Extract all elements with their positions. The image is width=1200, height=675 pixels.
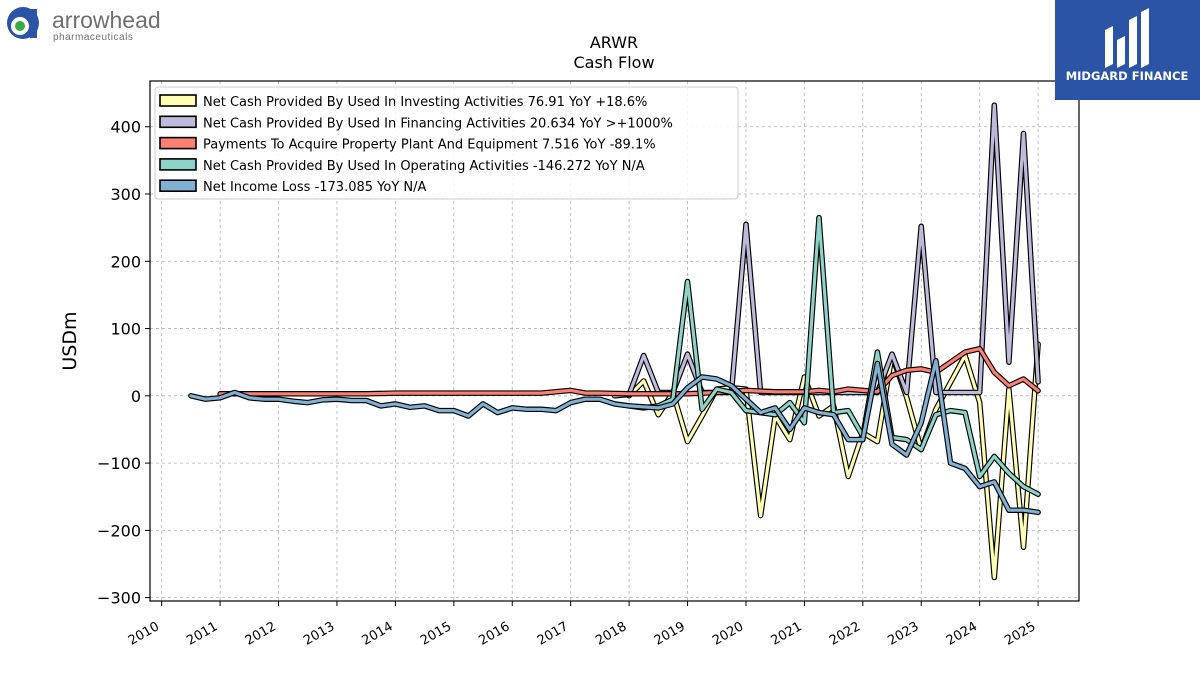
legend-label-operating: Net Cash Provided By Used In Operating A…: [203, 159, 645, 174]
x-tick-label: 2024: [944, 619, 980, 649]
plot-frame: [149, 80, 1080, 602]
x-tick-label: 2021: [769, 619, 805, 649]
y-tick-label: −300: [97, 589, 141, 608]
y-tick-label: −100: [97, 454, 141, 473]
legend-swatch-netincome: [159, 179, 197, 192]
x-tick-label: 2022: [827, 619, 863, 649]
arrowhead-logo: arrowhead pharmaceuticals: [4, 4, 204, 44]
y-axis: −300 −200 −100 0 100 200 300 400: [97, 118, 150, 608]
x-tick-label: 2025: [1002, 619, 1038, 649]
series-line-netincome: [189, 359, 1040, 514]
midgard-logo: MIDGARD FINANCE: [1055, 0, 1200, 100]
y-tick-label: 100: [110, 320, 141, 339]
series-lines: [188, 102, 1041, 581]
y-tick-label: 300: [110, 185, 141, 204]
y-tick-label: 200: [110, 252, 141, 271]
x-tick-label: 2014: [360, 619, 396, 649]
x-tick-label: 2011: [184, 619, 220, 649]
x-tick-label: 2015: [418, 619, 454, 649]
x-tick-label: 2020: [710, 619, 746, 649]
x-tick-label: 2017: [535, 619, 571, 649]
legend-label-netincome: Net Income Loss -173.085 YoY N/A: [203, 180, 426, 195]
legend-label-investing: Net Cash Provided By Used In Investing A…: [203, 95, 647, 110]
legend-label-financing: Net Cash Provided By Used In Financing A…: [203, 116, 673, 131]
y-tick-label: −200: [97, 521, 141, 540]
y-axis-label: USDm: [59, 311, 81, 370]
x-tick-label: 2023: [885, 619, 921, 649]
y-tick-label: 400: [110, 118, 141, 137]
legend-label-capex: Payments To Acquire Property Plant And E…: [203, 138, 656, 153]
brand-sub: pharmaceuticals: [53, 32, 133, 43]
x-tick-label: 2019: [652, 619, 688, 649]
legend-box: [154, 86, 739, 200]
chart-title: ARWR: [590, 33, 638, 52]
x-tick-label: 2010: [126, 619, 162, 649]
legend-swatch-investing: [159, 94, 197, 107]
legend-swatch-capex: [159, 136, 197, 150]
legend-swatch-financing: [159, 115, 197, 129]
midgard-logo-icon: MIDGARD FINANCE: [1066, 8, 1189, 83]
x-axis: 2010 2011 2012 2013 2014 2015 2016 2017 2018 2019…: [126, 601, 1039, 649]
x-tick-label: 2013: [301, 619, 337, 649]
x-tick-label: 2012: [243, 619, 279, 649]
x-tick-label: 2016: [476, 619, 512, 649]
legend: Net Cash Provided By Used In Investing A…: [154, 86, 739, 200]
chart-subtitle: Cash Flow: [573, 53, 654, 72]
arrowhead-logo-icon: arrowhead pharmaceuticals: [7, 7, 161, 43]
y-tick-label: 0: [131, 387, 141, 406]
legend-swatch-operating: [159, 158, 197, 171]
brand-name: arrowhead: [52, 7, 161, 33]
midgard-name: MIDGARD FINANCE: [1066, 69, 1189, 83]
x-tick-label: 2018: [593, 619, 629, 649]
